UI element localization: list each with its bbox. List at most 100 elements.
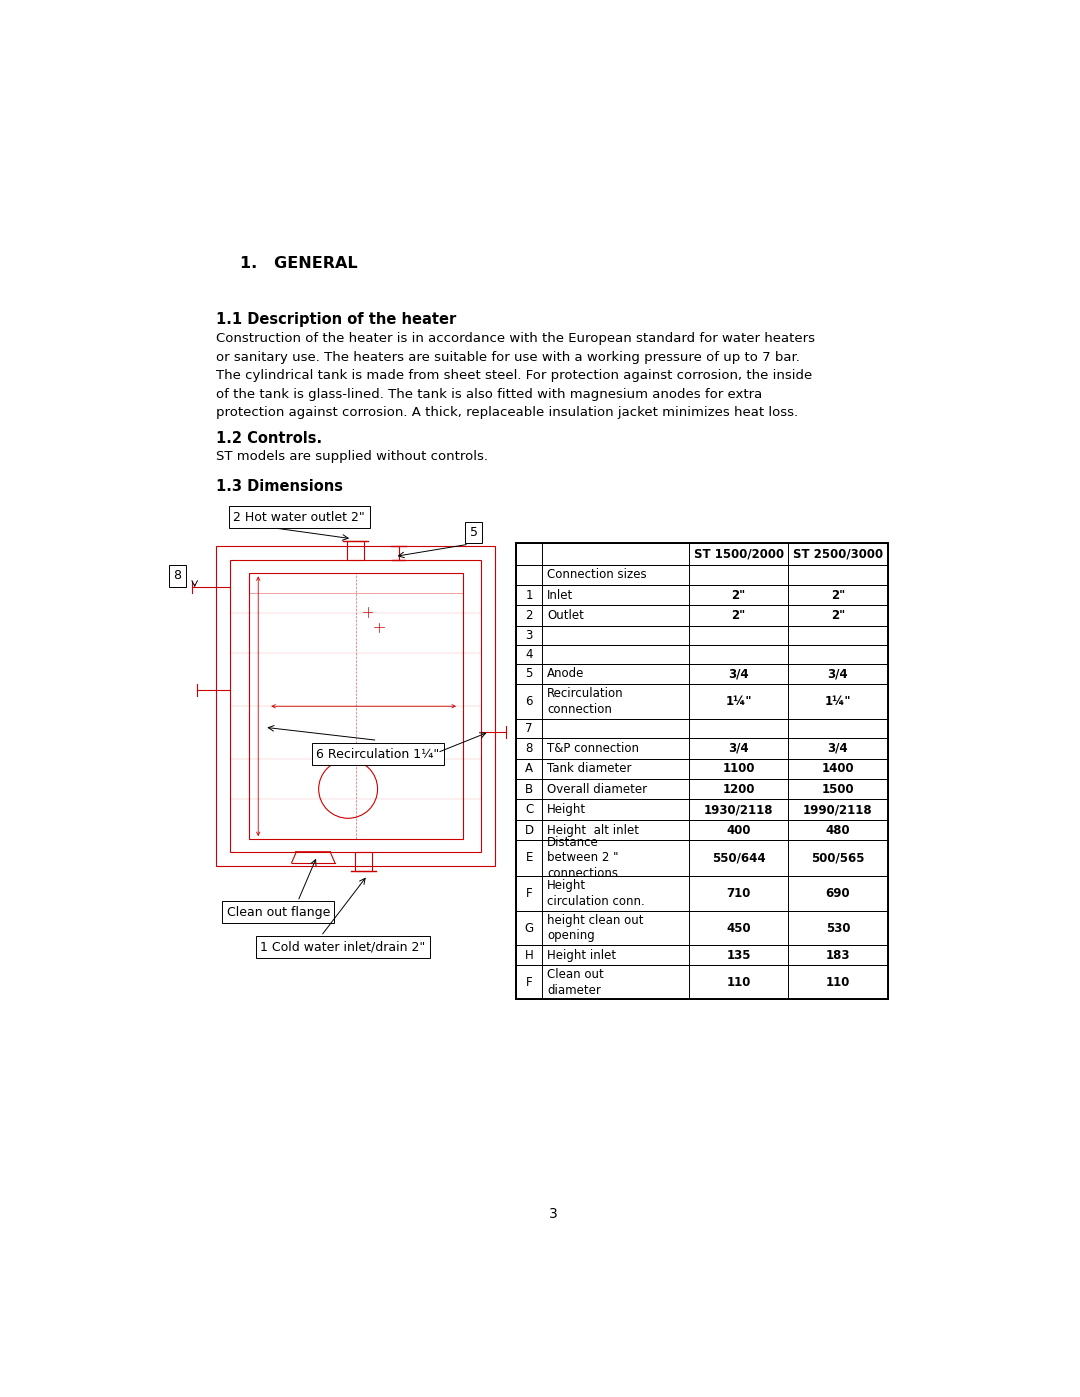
Text: 550/644: 550/644: [712, 851, 766, 865]
Bar: [516, 759, 888, 780]
Text: Connection sizes: Connection sizes: [548, 569, 647, 581]
Text: 3/4: 3/4: [728, 742, 750, 754]
Text: Clean out flange: Clean out flange: [227, 905, 330, 919]
Bar: [248, 573, 463, 840]
Text: B: B: [525, 782, 534, 796]
Text: 1 Cold water inlet/drain 2": 1 Cold water inlet/drain 2": [260, 940, 426, 953]
Text: 530: 530: [826, 922, 850, 935]
Text: ST 1500/2000: ST 1500/2000: [693, 548, 784, 560]
Text: 2": 2": [831, 588, 845, 602]
Text: 110: 110: [826, 975, 850, 989]
Text: 1100: 1100: [723, 763, 755, 775]
Text: 710: 710: [727, 887, 751, 900]
Text: Height inlet: Height inlet: [548, 949, 617, 961]
Bar: [516, 820, 888, 840]
Text: 5: 5: [470, 527, 477, 539]
Bar: [516, 840, 888, 876]
Text: 400: 400: [727, 824, 751, 837]
Text: Outlet: Outlet: [548, 609, 584, 622]
Bar: [230, 560, 482, 852]
Text: 7: 7: [525, 722, 532, 735]
Text: Height  alt inlet: Height alt inlet: [548, 824, 639, 837]
Bar: [516, 799, 888, 820]
Text: 450: 450: [727, 922, 751, 935]
Text: 1.2 Controls.: 1.2 Controls.: [216, 432, 323, 446]
Text: 3/4: 3/4: [728, 668, 750, 680]
Text: 1.   GENERAL: 1. GENERAL: [240, 256, 357, 271]
Text: A: A: [525, 763, 534, 775]
Bar: [216, 546, 496, 866]
Text: 500/565: 500/565: [811, 851, 865, 865]
Bar: [516, 911, 888, 944]
Bar: [516, 738, 888, 759]
Text: 690: 690: [825, 887, 850, 900]
Text: 3/4: 3/4: [827, 742, 848, 754]
Text: 6: 6: [525, 696, 532, 708]
Text: Height
circulation conn.: Height circulation conn.: [548, 879, 645, 908]
Text: 3: 3: [549, 1207, 558, 1221]
Bar: [516, 626, 888, 644]
Text: 1930/2118: 1930/2118: [704, 803, 773, 816]
Text: 1990/2118: 1990/2118: [804, 803, 873, 816]
Text: 2: 2: [525, 609, 532, 622]
Text: C: C: [525, 803, 534, 816]
Text: 2": 2": [831, 609, 845, 622]
Text: Tank diameter: Tank diameter: [548, 763, 632, 775]
Text: 2": 2": [731, 588, 746, 602]
Text: 1200: 1200: [723, 782, 755, 796]
Text: 1500: 1500: [822, 782, 854, 796]
Text: ST models are supplied without controls.: ST models are supplied without controls.: [216, 450, 488, 464]
Bar: [516, 876, 888, 911]
Text: 2 Hot water outlet 2": 2 Hot water outlet 2": [233, 511, 365, 524]
Text: D: D: [525, 824, 534, 837]
Text: 6 Recirculation 1¼": 6 Recirculation 1¼": [316, 747, 440, 761]
Text: 480: 480: [825, 824, 850, 837]
Bar: [516, 944, 888, 965]
Text: 1¼": 1¼": [825, 696, 851, 708]
Text: Inlet: Inlet: [548, 588, 573, 602]
Text: 110: 110: [727, 975, 751, 989]
Text: 3/4: 3/4: [827, 668, 848, 680]
Bar: [516, 542, 888, 564]
Text: 1.3 Dimensions: 1.3 Dimensions: [216, 479, 343, 495]
Text: Height: Height: [548, 803, 586, 816]
Bar: [516, 719, 888, 738]
Text: 1¼": 1¼": [726, 696, 752, 708]
Text: Recirculation
connection: Recirculation connection: [548, 687, 624, 715]
Text: 1400: 1400: [822, 763, 854, 775]
Bar: [516, 542, 888, 999]
Text: F: F: [526, 887, 532, 900]
Text: 8: 8: [525, 742, 532, 754]
Bar: [516, 605, 888, 626]
Bar: [516, 965, 888, 999]
Bar: [516, 685, 888, 719]
Text: Distance
between 2 "
connections: Distance between 2 " connections: [548, 835, 619, 880]
Text: Clean out
diameter: Clean out diameter: [548, 968, 604, 996]
Text: height clean out
opening: height clean out opening: [548, 914, 644, 942]
Text: 5: 5: [525, 668, 532, 680]
Bar: [516, 664, 888, 685]
Text: F: F: [526, 975, 532, 989]
Text: 1: 1: [525, 588, 532, 602]
Bar: [516, 564, 888, 585]
Text: H: H: [525, 949, 534, 961]
Text: 3: 3: [525, 629, 532, 641]
Bar: [348, 541, 364, 560]
Text: Overall diameter: Overall diameter: [548, 782, 647, 796]
Text: 183: 183: [826, 949, 850, 961]
Text: ST 2500/3000: ST 2500/3000: [793, 548, 883, 560]
Bar: [516, 644, 888, 664]
Bar: [516, 780, 888, 799]
Text: 2": 2": [731, 609, 746, 622]
Text: T&P connection: T&P connection: [548, 742, 639, 754]
Text: Construction of the heater is in accordance with the European standard for water: Construction of the heater is in accorda…: [216, 332, 815, 419]
Text: G: G: [525, 922, 534, 935]
Bar: [516, 585, 888, 605]
Text: 4: 4: [525, 648, 532, 661]
Text: Anode: Anode: [548, 668, 584, 680]
Text: 135: 135: [727, 949, 751, 961]
Text: 1.1 Description of the heater: 1.1 Description of the heater: [216, 312, 457, 327]
Text: E: E: [525, 851, 532, 865]
Text: 8: 8: [174, 569, 181, 583]
Bar: [355, 852, 373, 872]
